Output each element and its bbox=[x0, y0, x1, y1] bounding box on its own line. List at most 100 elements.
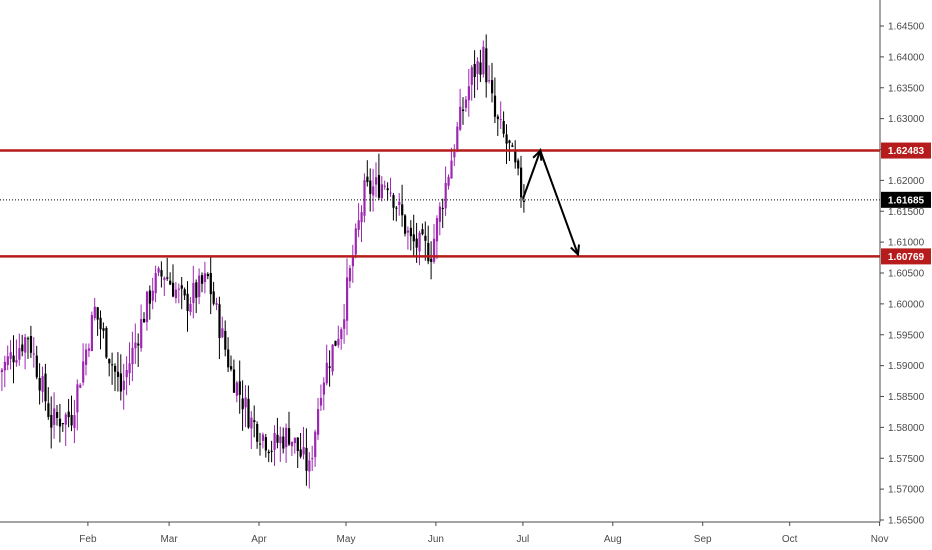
candle-body bbox=[322, 382, 325, 395]
price-tick-label: 1.59000 bbox=[888, 361, 925, 372]
candle-body bbox=[296, 437, 299, 452]
candle-body bbox=[517, 160, 520, 169]
candle-body bbox=[369, 180, 372, 194]
time-tick-label: May bbox=[337, 534, 356, 545]
candle-body bbox=[56, 411, 59, 418]
candle-body bbox=[418, 232, 421, 252]
candle-body bbox=[227, 349, 230, 368]
candle-body bbox=[180, 285, 183, 289]
candle-body bbox=[450, 160, 453, 179]
candle-body bbox=[305, 447, 308, 471]
candle-body bbox=[53, 408, 56, 425]
candle-body bbox=[430, 258, 433, 262]
time-tick-label: Feb bbox=[79, 534, 97, 545]
candle-body bbox=[27, 338, 30, 340]
candle-body bbox=[256, 423, 259, 442]
price-tick-label: 1.63000 bbox=[888, 114, 925, 125]
candle-body bbox=[58, 418, 62, 427]
candle-body bbox=[70, 414, 73, 426]
price-levels-layer bbox=[0, 149, 880, 258]
time-tick-label: Sep bbox=[694, 534, 712, 545]
candle-body bbox=[85, 349, 88, 365]
candle-body bbox=[6, 356, 9, 366]
candle-body bbox=[279, 436, 282, 444]
price-badge-label: 1.62483 bbox=[888, 146, 925, 157]
candle-body bbox=[134, 342, 137, 349]
price-tick-label: 1.64000 bbox=[888, 52, 925, 63]
candle-body bbox=[380, 184, 383, 199]
time-tick-label: Aug bbox=[604, 534, 622, 545]
price-badge-label: 1.61685 bbox=[888, 195, 925, 206]
candle-body bbox=[395, 207, 398, 209]
price-tick-label: 1.58500 bbox=[888, 392, 925, 403]
candle-body bbox=[137, 343, 140, 346]
candle-body bbox=[44, 373, 47, 402]
candle-body bbox=[9, 352, 12, 359]
candle-body bbox=[244, 397, 247, 408]
price-tick-label: 1.62000 bbox=[888, 176, 925, 187]
candle-body bbox=[87, 348, 91, 351]
candle-body bbox=[232, 369, 236, 393]
candle-body bbox=[317, 409, 320, 435]
candle-body bbox=[354, 228, 357, 255]
candle-body bbox=[308, 460, 311, 472]
candle-body bbox=[421, 229, 424, 235]
price-badge bbox=[881, 191, 931, 208]
candle-body bbox=[73, 415, 76, 429]
candle-body bbox=[183, 289, 186, 296]
candle-body bbox=[119, 373, 122, 392]
candle-body bbox=[93, 306, 96, 319]
candle-body bbox=[392, 195, 395, 208]
candle-body bbox=[401, 204, 404, 216]
candle-body bbox=[131, 347, 134, 365]
candle-body bbox=[377, 175, 381, 198]
time-tick-label: Oct bbox=[782, 534, 798, 545]
candle-body bbox=[270, 450, 273, 452]
candle-body bbox=[102, 328, 105, 331]
candle-body bbox=[99, 317, 102, 330]
candle-body bbox=[0, 369, 4, 373]
candle-body bbox=[114, 365, 117, 372]
candle-body bbox=[415, 238, 418, 248]
candle-body bbox=[406, 230, 410, 233]
candle-body bbox=[221, 328, 224, 338]
candle-body bbox=[386, 188, 389, 191]
candle-body bbox=[90, 315, 93, 352]
candle-body bbox=[29, 336, 33, 353]
time-tick-label: Jun bbox=[428, 534, 444, 545]
candle-body bbox=[189, 303, 192, 313]
candle-body bbox=[151, 290, 154, 301]
candle-body bbox=[389, 192, 392, 194]
candle-body bbox=[177, 288, 180, 290]
candle-body bbox=[198, 275, 201, 297]
price-tick-label: 1.57000 bbox=[888, 485, 925, 496]
candle-body bbox=[470, 67, 473, 85]
candle-body bbox=[508, 140, 511, 144]
candle-body bbox=[224, 330, 227, 350]
candle-body bbox=[293, 437, 296, 444]
candle-body bbox=[82, 361, 85, 383]
candle-body bbox=[485, 48, 488, 83]
candle-body bbox=[375, 177, 378, 185]
time-tick-label: Mar bbox=[160, 534, 178, 545]
candle-body bbox=[337, 338, 340, 346]
candle-body bbox=[357, 220, 360, 230]
price-badge-label: 1.60769 bbox=[888, 252, 925, 263]
candle-body bbox=[264, 437, 267, 451]
candle-body bbox=[502, 120, 505, 134]
candle-body bbox=[253, 420, 256, 423]
price-badge bbox=[881, 142, 931, 159]
candle-body bbox=[314, 431, 317, 458]
candle-body bbox=[412, 234, 415, 242]
candle-body bbox=[462, 109, 465, 111]
candle-body bbox=[163, 277, 166, 281]
price-axis[interactable]: 1.645001.640001.635001.630001.625001.620… bbox=[880, 22, 925, 527]
time-axis[interactable]: Feb Mar Apr May Jun Jul Aug Sep Oct Nov bbox=[79, 522, 888, 545]
candle-body bbox=[209, 272, 212, 295]
candle-body bbox=[154, 273, 157, 294]
candle-body bbox=[122, 380, 125, 390]
candle-body bbox=[230, 366, 233, 370]
candle-body bbox=[311, 458, 314, 460]
